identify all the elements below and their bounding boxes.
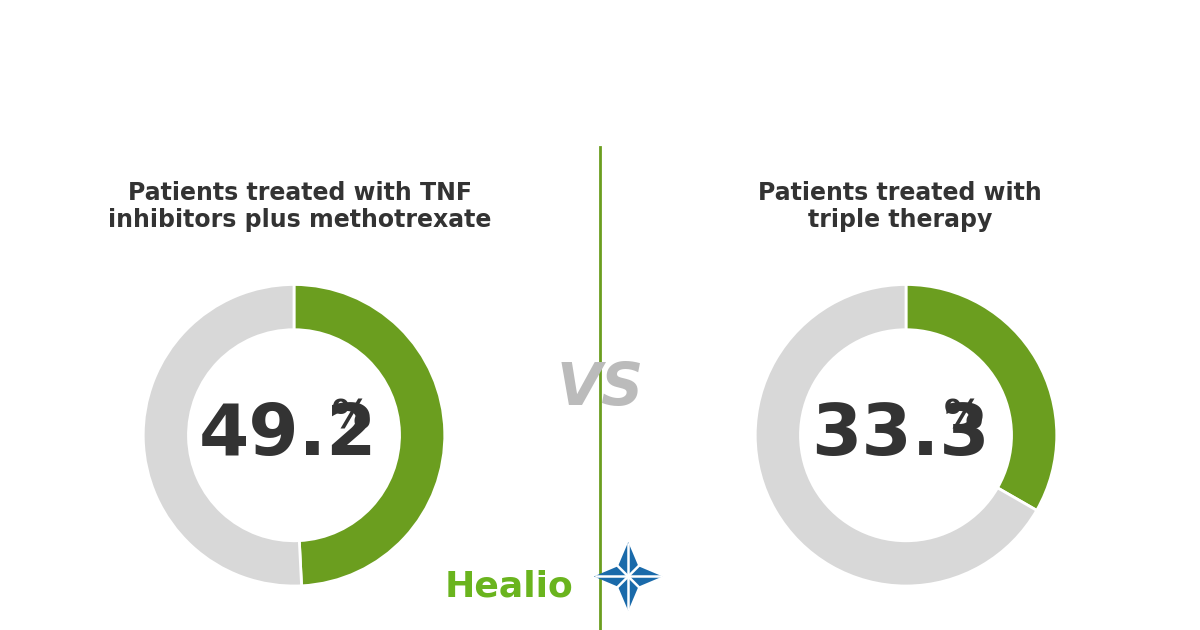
Wedge shape (906, 285, 1057, 510)
Text: VS: VS (557, 360, 643, 417)
Polygon shape (594, 542, 662, 611)
Text: 49.2: 49.2 (199, 401, 377, 470)
Text: 33.3: 33.3 (811, 401, 989, 470)
Text: low disease activity at 6 months:: low disease activity at 6 months: (316, 87, 884, 116)
Text: Healio: Healio (445, 570, 574, 604)
Wedge shape (294, 285, 445, 586)
Text: Patients treated with
triple therapy: Patients treated with triple therapy (758, 181, 1042, 232)
Text: %: % (331, 398, 371, 436)
Wedge shape (755, 285, 1037, 586)
Text: Patients treated with TNF
inhibitors plus methotrexate: Patients treated with TNF inhibitors plu… (108, 181, 492, 232)
Text: Biologic-naive patients with RA who achieved: Biologic-naive patients with RA who achi… (208, 37, 992, 66)
Wedge shape (143, 285, 301, 586)
Text: %: % (943, 398, 983, 436)
